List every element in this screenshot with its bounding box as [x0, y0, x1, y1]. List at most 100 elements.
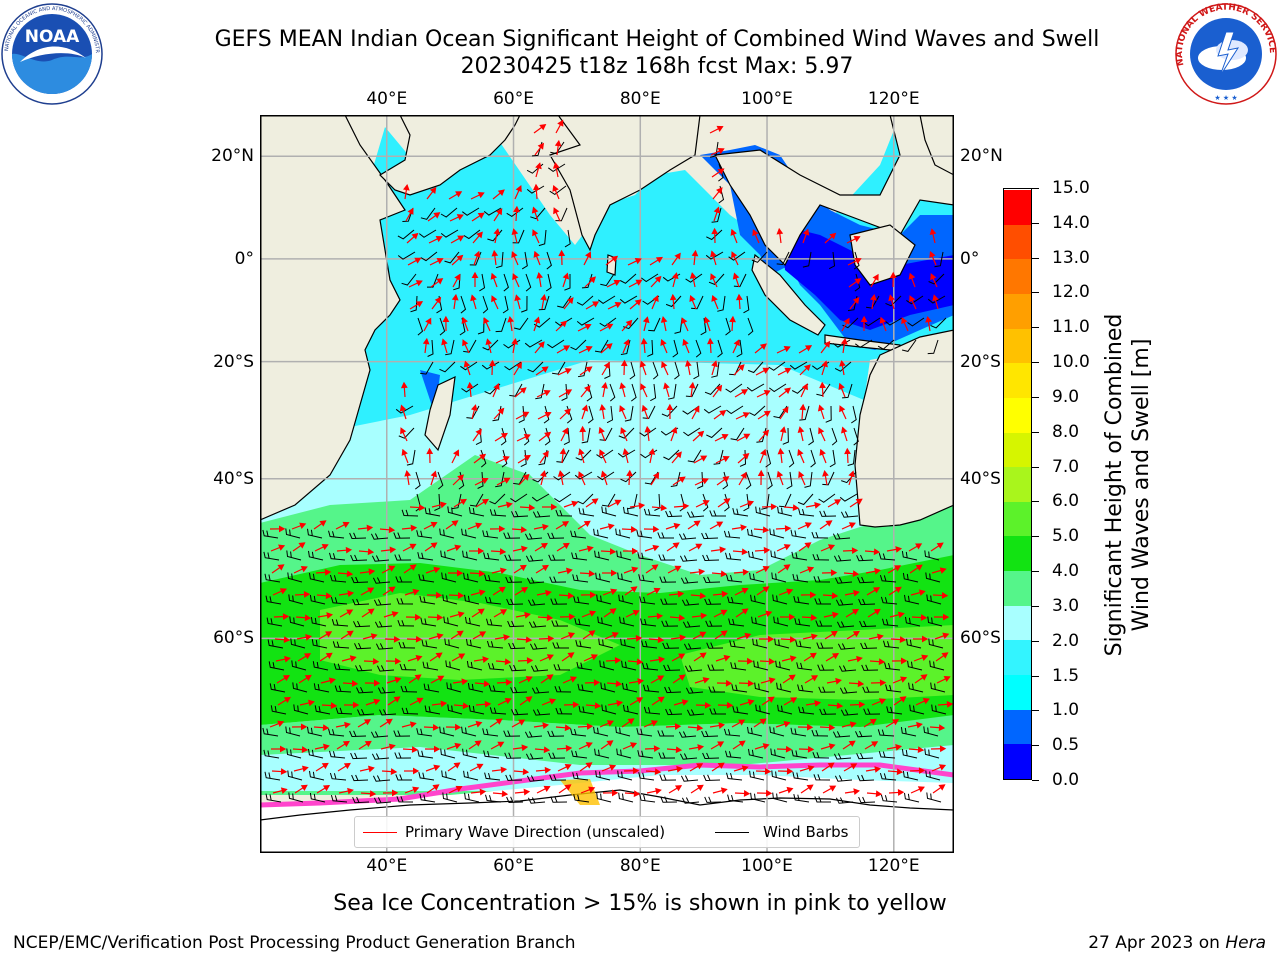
- wind-barb: [550, 598, 568, 605]
- wave-direction-arrowhead: [410, 524, 418, 532]
- wind-barb: [750, 792, 766, 803]
- wind-barb: [704, 598, 722, 605]
- wind-barb: [292, 682, 308, 693]
- wind-barb: [393, 532, 411, 539]
- wind-barb: [495, 317, 507, 333]
- wind-barb: [445, 660, 461, 671]
- wave-direction-arrowhead: [564, 408, 571, 416]
- wind-barb: [615, 528, 631, 539]
- wind-barb: [713, 449, 724, 465]
- wind-barb: [285, 726, 301, 737]
- wind-barb: [769, 528, 785, 539]
- colorbar-tick-label: 13.0: [1052, 247, 1090, 268]
- wave-direction-arrowhead: [552, 162, 560, 169]
- wave-direction-arrowhead: [400, 381, 408, 389]
- wind-barb: [660, 598, 678, 605]
- wave-direction-arrowhead: [593, 679, 601, 687]
- wind-barb: [328, 728, 345, 737]
- wind-barb: [793, 595, 810, 605]
- wave-direction-arrowhead: [730, 228, 737, 236]
- wave-direction-arrowhead: [943, 675, 951, 683]
- wind-barb: [396, 796, 414, 803]
- wind-barb: [334, 685, 352, 693]
- wave-direction-arrowhead: [770, 503, 778, 511]
- wave-direction-arrowhead: [700, 612, 708, 620]
- wind-barb: [594, 339, 609, 353]
- wind-barb: [483, 207, 502, 216]
- wave-direction-arrowhead: [614, 302, 622, 309]
- wind-barb: [291, 660, 307, 671]
- wave-direction-arrowhead: [547, 635, 555, 643]
- wave-direction-arrowhead: [568, 613, 576, 621]
- wind-barb: [463, 572, 479, 583]
- wave-direction-arrowhead: [763, 410, 771, 417]
- wind-barb: [813, 774, 831, 781]
- wind-barb: [650, 383, 657, 402]
- wave-direction-arrowhead: [588, 570, 596, 577]
- wind-barb: [617, 572, 633, 583]
- wind-barb: [627, 493, 638, 510]
- wind-barb: [518, 405, 525, 424]
- wave-direction-arrowhead: [878, 658, 886, 666]
- wind-barb: [506, 598, 524, 606]
- wind-barb: [417, 552, 434, 561]
- wind-barb: [674, 361, 680, 380]
- wave-direction-arrowhead: [897, 789, 905, 796]
- wind-barb: [680, 775, 699, 782]
- wind-barb: [879, 772, 897, 781]
- wind-barb: [747, 317, 754, 336]
- wind-barb: [357, 708, 375, 716]
- wave-direction-arrowhead: [514, 294, 522, 302]
- wave-direction-arrowhead: [546, 654, 554, 661]
- lat-tick-label-right: 60°S: [960, 628, 1001, 649]
- wave-direction-arrowhead: [827, 762, 835, 769]
- map-panel: [260, 115, 954, 853]
- wave-direction-arrowhead: [656, 612, 664, 620]
- wave-direction-arrowhead: [434, 296, 442, 304]
- wave-direction-arrowhead: [571, 500, 579, 508]
- colorbar-tick-mark: [1032, 571, 1039, 573]
- wind-barb: [925, 572, 941, 583]
- wind-barb: [483, 552, 500, 561]
- wind-barb: [855, 339, 873, 349]
- wind-barb: [724, 493, 730, 512]
- wave-direction-arrowhead: [523, 788, 531, 796]
- wind-barb: [418, 771, 435, 781]
- colorbar-tick-mark: [1032, 222, 1039, 224]
- wind-barb: [370, 533, 389, 540]
- wave-direction-arrowhead: [835, 677, 842, 685]
- wave-direction-arrowhead: [497, 189, 505, 196]
- wind-barb: [652, 361, 659, 380]
- wave-direction-arrowhead: [388, 526, 396, 534]
- wave-direction-arrowhead: [559, 447, 567, 455]
- wave-direction-arrowhead: [279, 525, 286, 533]
- wind-barb: [877, 729, 895, 737]
- wave-direction-arrowhead: [372, 658, 380, 665]
- wave-direction-arrowhead: [721, 433, 729, 441]
- wave-direction-arrowhead: [391, 611, 399, 618]
- wave-direction-arrowhead: [500, 766, 508, 774]
- wave-direction-arrowhead: [280, 768, 288, 775]
- wave-direction-arrowhead: [784, 387, 791, 395]
- wind-barb: [401, 707, 419, 715]
- wave-direction-arrowhead: [652, 544, 660, 552]
- wind-barb: [416, 530, 433, 539]
- wave-direction-arrowhead: [929, 228, 937, 236]
- wave-direction-arrowhead: [742, 412, 750, 419]
- wave-direction-arrowhead: [370, 633, 378, 640]
- colorbar-tick-mark: [1032, 745, 1039, 747]
- wind-barb: [832, 533, 851, 540]
- wave-direction-arrowhead: [373, 698, 381, 706]
- wind-barb: [697, 471, 704, 489]
- borneo-land: [849, 224, 916, 286]
- wave-direction-arrowhead: [609, 548, 617, 555]
- wave-direction-arrowhead: [499, 525, 506, 533]
- wave-direction-arrowhead: [759, 718, 767, 725]
- wave-direction-arrowhead: [740, 389, 749, 396]
- wave-direction-arrowhead: [737, 364, 745, 371]
- wind-barb: [642, 405, 656, 420]
- wind-barb: [772, 792, 788, 803]
- wind-barb: [601, 704, 617, 715]
- wind-barb: [310, 617, 327, 627]
- wave-direction-arrowhead: [477, 212, 485, 219]
